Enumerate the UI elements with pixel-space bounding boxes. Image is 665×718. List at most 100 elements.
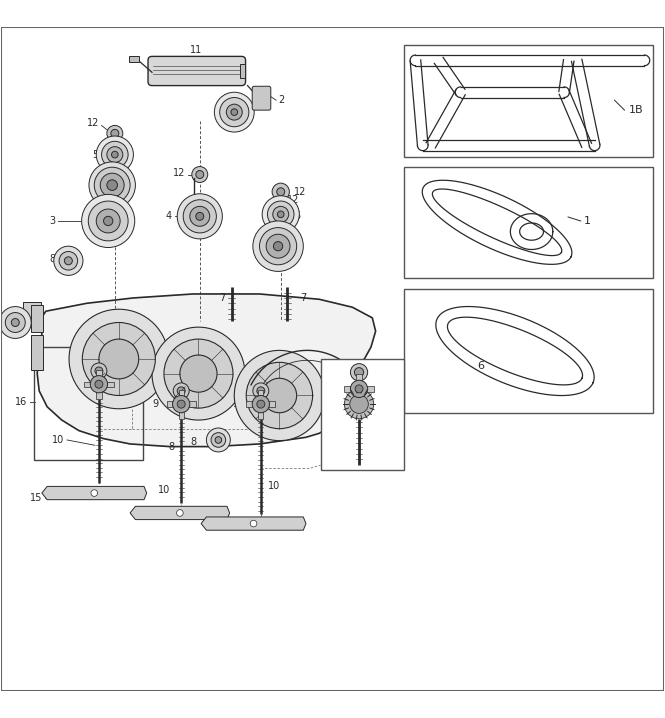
Circle shape [344,390,374,419]
Text: 12: 12 [86,118,99,129]
Circle shape [69,309,169,409]
Polygon shape [356,374,362,389]
Bar [404,167,653,278]
Text: 5: 5 [294,211,301,221]
Circle shape [257,387,265,395]
Text: 2: 2 [278,95,285,106]
Circle shape [226,104,242,120]
Text: 4: 4 [294,241,300,251]
Circle shape [177,400,185,408]
Circle shape [252,396,269,413]
Bar [31,335,43,370]
Circle shape [96,209,120,233]
Circle shape [250,521,257,527]
Text: 14: 14 [380,393,392,404]
Circle shape [95,367,103,375]
Circle shape [354,368,364,377]
Polygon shape [258,390,263,404]
Circle shape [273,206,289,223]
Text: 9: 9 [80,376,86,386]
Polygon shape [42,486,147,500]
Bar [31,304,43,332]
Circle shape [253,221,303,271]
Text: 13: 13 [178,386,191,396]
Text: 4: 4 [166,211,172,221]
Circle shape [107,126,123,141]
Text: 13: 13 [149,384,162,394]
Circle shape [192,167,207,182]
Circle shape [96,136,134,173]
Circle shape [107,146,123,162]
Text: 7: 7 [219,293,225,303]
Polygon shape [96,370,102,384]
Circle shape [355,385,363,393]
Circle shape [152,327,245,420]
Circle shape [196,213,203,220]
Circle shape [111,129,119,137]
Circle shape [174,383,189,398]
Circle shape [100,173,124,197]
Circle shape [0,307,31,338]
Bar [23,302,41,327]
Circle shape [273,241,283,251]
Circle shape [262,378,297,413]
Text: 8: 8 [7,327,13,337]
Circle shape [82,195,135,248]
Circle shape [54,246,83,276]
Polygon shape [261,401,275,407]
Circle shape [262,196,299,233]
Polygon shape [84,381,99,387]
Circle shape [82,322,156,396]
Bar [130,57,140,62]
Circle shape [370,404,377,410]
Circle shape [94,167,130,203]
Polygon shape [130,506,229,520]
Text: 8: 8 [168,442,174,452]
Bar [404,289,653,414]
Polygon shape [181,401,196,407]
Text: 9: 9 [232,399,238,409]
Text: 16: 16 [15,397,27,407]
Text: 10: 10 [158,485,170,495]
Polygon shape [422,180,572,264]
Text: 1: 1 [583,216,591,226]
Text: 6: 6 [477,360,484,370]
Text: 4: 4 [93,180,99,190]
Text: 8: 8 [386,402,392,412]
Circle shape [183,200,216,233]
Bar [34,347,144,460]
Circle shape [219,98,249,127]
Circle shape [277,188,285,196]
Circle shape [91,490,98,496]
Circle shape [90,376,108,393]
Polygon shape [201,517,306,530]
Text: 12: 12 [287,195,300,205]
Circle shape [231,109,237,116]
Bar [404,45,653,157]
Polygon shape [258,404,263,419]
Polygon shape [436,307,594,396]
Polygon shape [246,401,261,407]
Text: 9A: 9A [382,379,395,389]
Text: 8: 8 [190,437,196,447]
Text: 5: 5 [92,149,99,159]
Circle shape [211,433,225,447]
Circle shape [234,350,325,441]
Bar [364,363,375,398]
Circle shape [246,363,313,429]
Circle shape [277,211,284,218]
Circle shape [253,383,269,398]
Text: 9: 9 [152,399,159,409]
Text: 11: 11 [190,45,203,55]
Circle shape [360,393,387,420]
Bar [321,359,404,470]
Text: 10: 10 [267,481,280,491]
Text: 10: 10 [51,435,64,445]
Circle shape [190,206,209,226]
FancyBboxPatch shape [252,86,271,110]
Text: 8: 8 [49,254,55,264]
Circle shape [350,363,368,381]
Circle shape [104,216,113,225]
Text: 13: 13 [229,382,241,392]
Circle shape [267,201,294,228]
